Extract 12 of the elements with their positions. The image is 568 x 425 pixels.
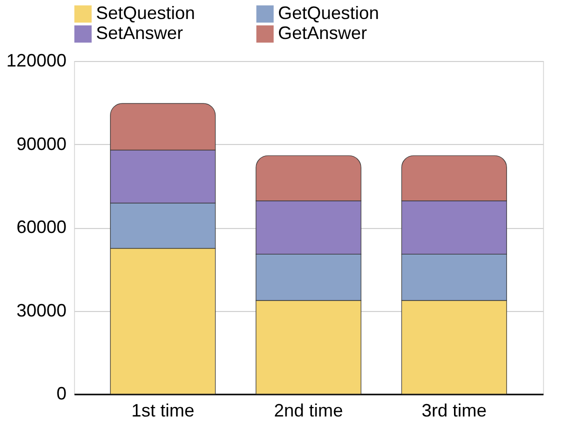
y-tick-label: 0 bbox=[56, 384, 66, 404]
legend-label: SetQuestion bbox=[96, 3, 196, 23]
y-tick-label: 60000 bbox=[16, 217, 66, 237]
legend-label: SetAnswer bbox=[96, 23, 184, 43]
y-tick-label: 120000 bbox=[6, 50, 66, 70]
y-tick-label: 30000 bbox=[16, 300, 66, 320]
x-tick-label: 3rd time bbox=[422, 400, 487, 420]
x-tick-label: 1st time bbox=[131, 400, 194, 420]
legend-label: GetQuestion bbox=[278, 3, 380, 23]
legend-label: GetAnswer bbox=[278, 23, 368, 43]
x-tick-label: 2nd time bbox=[274, 400, 344, 420]
y-tick-label: 90000 bbox=[16, 134, 66, 154]
